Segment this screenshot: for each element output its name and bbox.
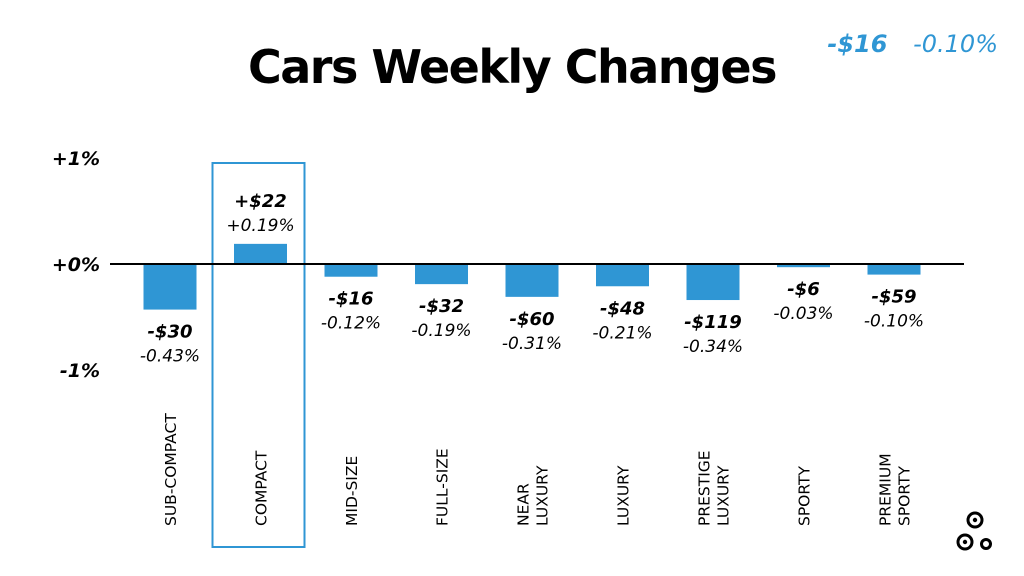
data-label-dollar: -$6 (787, 279, 820, 300)
summary-percent-change: -0.10% (913, 30, 998, 58)
bar (867, 264, 921, 275)
brand-logo-icon (956, 511, 992, 551)
data-label-percent: -0.31% (502, 334, 562, 354)
data-label-percent: -0.19% (411, 321, 471, 341)
data-label-dollar: -$32 (419, 296, 464, 317)
highlight-box (211, 162, 306, 548)
x-tick-label: SPORTY (796, 466, 814, 526)
bar (505, 264, 559, 297)
data-label-percent: -0.43% (140, 347, 200, 367)
x-tick-label: LUXURY (615, 465, 633, 526)
data-label-percent: -0.12% (321, 314, 381, 334)
bar (415, 264, 468, 285)
y-tick-label: -1% (60, 360, 100, 382)
x-tick-label: SPORTY (896, 466, 914, 526)
data-label-dollar: -$48 (600, 298, 645, 319)
data-label-percent: +0.19% (226, 216, 294, 236)
data-label-dollar: -$60 (509, 309, 554, 330)
y-tick-label: +0% (52, 254, 100, 276)
data-label-percent: -0.34% (683, 337, 743, 357)
bar (234, 243, 287, 264)
x-tick-label: NEAR (515, 483, 533, 526)
data-label-dollar: -$119 (684, 312, 742, 333)
data-label-percent: -0.03% (773, 304, 833, 324)
bar (686, 264, 740, 301)
y-tick-label: +1% (52, 148, 100, 170)
data-label-dollar: -$30 (147, 322, 192, 343)
data-label-dollar: +$22 (234, 191, 287, 212)
x-tick-label: SUB-COMPACT (162, 413, 180, 526)
data-label-percent: -0.10% (864, 312, 924, 332)
data-label-percent: -0.21% (592, 323, 652, 343)
x-tick-label: MID-SIZE (343, 456, 361, 526)
bar (143, 264, 197, 310)
x-tick-label: LUXURY (534, 465, 552, 526)
chart-title: Cars Weekly Changes (247, 40, 778, 94)
summary-dollar-change: -$16 (827, 30, 888, 58)
x-tick-label: LUXURY (715, 465, 733, 526)
bar (596, 264, 649, 287)
bar (324, 264, 378, 277)
x-tick-label: FULL-SIZE (434, 448, 452, 526)
x-tick-label: COMPACT (253, 450, 271, 526)
bar (777, 264, 830, 268)
data-label-dollar: -$59 (871, 287, 916, 308)
data-label-dollar: -$16 (328, 289, 373, 310)
summary-figures: -$16 -0.10% (827, 30, 998, 58)
x-tick-label: PREMIUM (877, 453, 895, 526)
x-tick-label: PRESTIGE (696, 450, 714, 526)
